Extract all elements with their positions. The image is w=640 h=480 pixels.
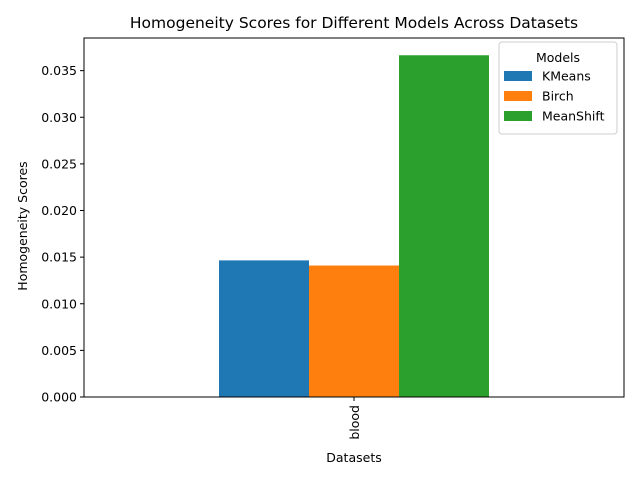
y-tick-label: 0.005 [41,343,77,358]
legend-title: Models [536,50,580,65]
legend-swatch-meanshift [504,111,532,121]
y-tick-label: 0.000 [41,390,77,405]
legend-swatch-kmeans [504,71,532,81]
y-tick-label: 0.035 [41,63,77,78]
bar-kmeans-blood [219,260,309,397]
y-axis-label: Homogeneity Scores [15,161,30,290]
legend-swatch-birch [504,91,532,101]
legend: Models KMeans Birch MeanShift [498,41,618,135]
y-tick-label: 0.025 [41,156,77,171]
plot-area: blood 0.000 0.005 0.010 0.015 0.020 0.025 0.030… [41,37,625,440]
y-tick-label: 0.015 [41,250,77,265]
axes-frame [83,37,625,398]
x-axis-label: Datasets [326,450,381,465]
x-tick-label: blood [347,405,362,440]
bar-birch-blood [309,265,399,397]
y-tick-label: 0.020 [41,203,77,218]
bar-meanshift-blood [399,55,489,398]
y-tick-label: 0.030 [41,110,77,125]
y-tick-label: 0.010 [41,296,77,311]
chart-title: Homogeneity Scores for Different Models … [130,14,578,32]
legend-label-kmeans: KMeans [542,69,591,84]
legend-label-meanshift: MeanShift [542,109,605,124]
legend-label-birch: Birch [542,89,574,104]
